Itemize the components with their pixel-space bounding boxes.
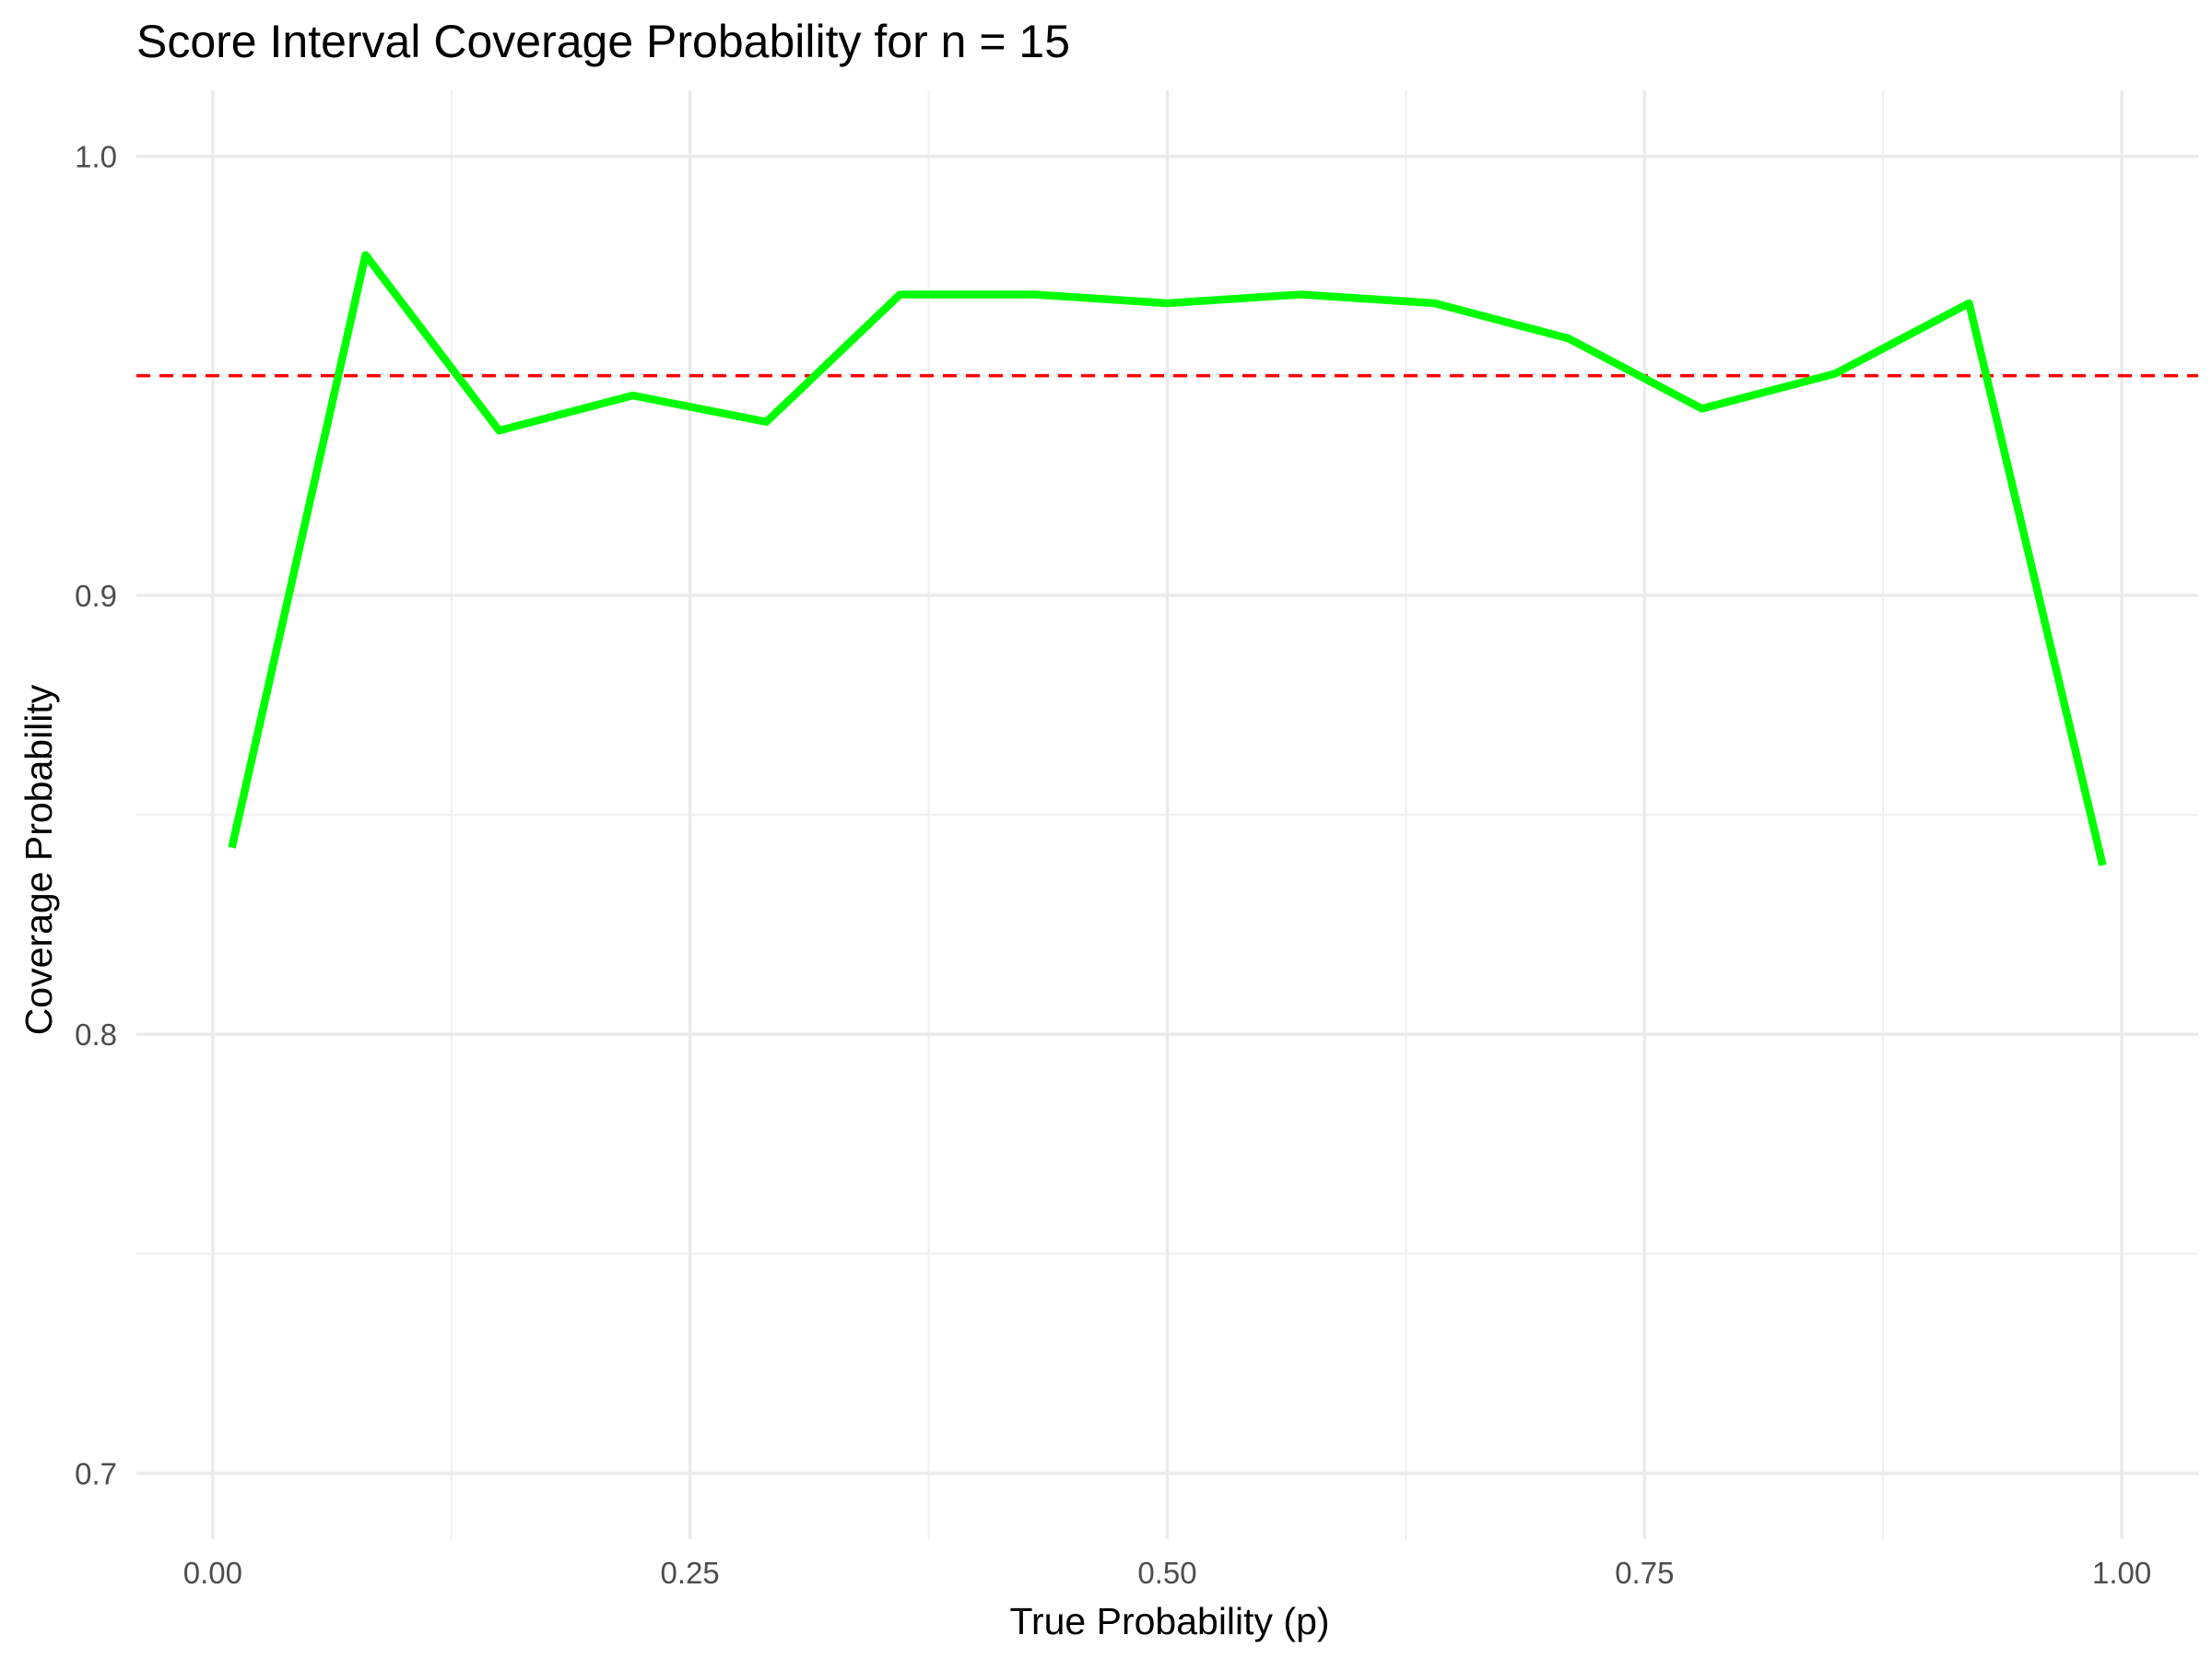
x-axis-label: True Probability (p) <box>1009 1600 1329 1642</box>
x-tick-label-1: 0.25 <box>661 1556 720 1590</box>
x-tick-label-2: 0.50 <box>1137 1556 1196 1590</box>
major-gridlines <box>136 90 2198 1539</box>
chart-title: Score Interval Coverage Probability for … <box>136 16 1070 67</box>
y-tick-label-1: 0.8 <box>75 1018 117 1052</box>
y-tick-label-3: 1.0 <box>75 139 117 173</box>
y-tick-labels: 0.7 0.8 0.9 1.0 <box>75 139 117 1490</box>
x-tick-labels: 0.00 0.25 0.50 0.75 1.00 <box>183 1556 2152 1590</box>
y-tick-label-2: 0.9 <box>75 579 117 613</box>
series-line-0 <box>228 251 2107 866</box>
x-tick-label-0: 0.00 <box>183 1556 242 1590</box>
y-tick-label-0: 0.7 <box>75 1457 117 1491</box>
x-tick-label-4: 1.00 <box>2092 1556 2151 1590</box>
series-layer <box>228 251 2107 866</box>
x-tick-label-3: 0.75 <box>1615 1556 1674 1590</box>
y-axis-label: Coverage Probability <box>18 684 60 1035</box>
